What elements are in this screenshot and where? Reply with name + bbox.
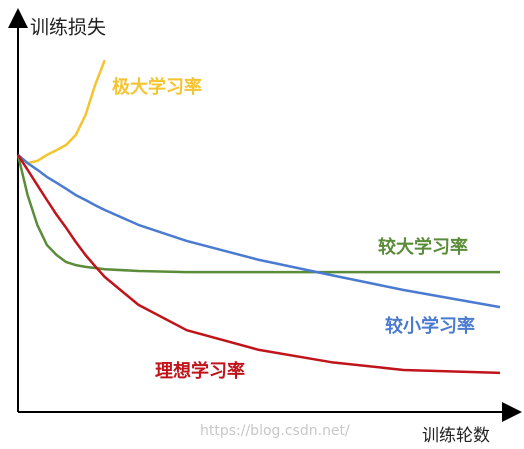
watermark: https://blog.csdn.net/ bbox=[200, 423, 350, 439]
series-label: 较小学习率 bbox=[385, 315, 475, 337]
x-axis-label: 训练轮数 bbox=[422, 426, 490, 446]
series-line bbox=[17, 153, 501, 309]
series-line bbox=[16, 154, 501, 375]
series-label: 较大学习率 bbox=[378, 236, 468, 258]
y-axis-label: 训练损失 bbox=[30, 17, 106, 39]
series-line bbox=[17, 59, 106, 165]
series-label: 理想学习率 bbox=[155, 360, 245, 382]
series-label: 极大学习率 bbox=[112, 76, 202, 98]
series-line bbox=[16, 154, 500, 274]
